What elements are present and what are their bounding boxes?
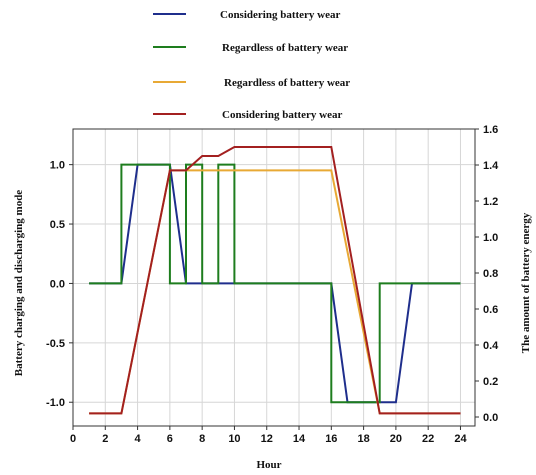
y-right-tick-label: 0.4 <box>483 340 499 352</box>
x-axis-ticks: 0 2 4 6 8 10 12 14 16 18 20 22 24 <box>70 426 467 445</box>
x-tick-label: 2 <box>102 433 108 445</box>
series-line-1 <box>89 163 461 404</box>
y-right-tick-label: 1.6 <box>483 124 498 136</box>
y-right-tick-label: 0.6 <box>483 304 498 316</box>
x-tick-label: 4 <box>135 433 142 445</box>
y-left-tick-label: -1.0 <box>46 397 65 409</box>
x-tick-label: 12 <box>261 433 273 445</box>
y-left-axis-title: Battery charging and discharging mode <box>13 190 25 377</box>
x-tick-label: 8 <box>199 433 205 445</box>
y-right-tick-label: 1.2 <box>483 196 498 208</box>
series-lines <box>89 146 461 415</box>
y-right-axis-title: The amount of battery energy <box>520 212 532 353</box>
legend-label-2: Regardless of battery wear <box>222 42 348 54</box>
legend-label-3: Regardless of battery wear <box>224 77 350 89</box>
y-left-axis-ticks: -1.0 -0.5 0.0 0.5 1.0 <box>46 160 73 409</box>
y-right-axis-ticks: 0.0 0.2 0.4 0.6 0.8 1.0 1.2 1.4 1.6 <box>475 124 499 424</box>
legend-label-4: Considering battery wear <box>222 109 342 121</box>
x-tick-label: 18 <box>357 433 369 445</box>
x-tick-label: 14 <box>293 433 306 445</box>
series-line-2 <box>89 163 461 404</box>
grid <box>73 129 475 426</box>
plot-frame <box>72 128 476 427</box>
y-right-tick-label: 0.8 <box>483 268 498 280</box>
y-right-tick-label: 1.0 <box>483 232 498 244</box>
x-tick-label: 20 <box>390 433 402 445</box>
x-tick-label: 24 <box>454 433 467 445</box>
x-tick-label: 10 <box>228 433 240 445</box>
legend-label-1: Considering battery wear <box>220 9 340 21</box>
y-right-tick-label: 0.2 <box>483 376 498 388</box>
y-right-tick-label: 1.4 <box>483 160 499 172</box>
series-line-4 <box>89 146 461 415</box>
y-left-tick-label: 1.0 <box>50 160 65 172</box>
x-tick-label: 0 <box>70 433 76 445</box>
y-left-tick-label: 0.5 <box>50 219 65 231</box>
x-tick-label: 22 <box>422 433 434 445</box>
y-left-tick-label: -0.5 <box>46 338 65 350</box>
y-left-tick-label: 0.0 <box>50 278 65 290</box>
x-tick-label: 6 <box>167 433 173 445</box>
legend: Considering battery wear Regardless of ba… <box>153 9 350 121</box>
y-right-tick-label: 0.0 <box>483 412 498 424</box>
x-axis-title: Hour <box>256 459 281 471</box>
x-tick-label: 16 <box>325 433 337 445</box>
